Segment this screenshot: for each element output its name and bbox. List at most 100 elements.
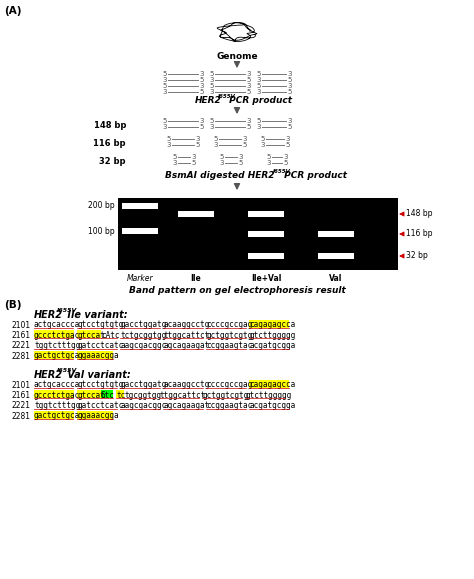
Text: 5: 5 — [246, 77, 250, 83]
Text: 5: 5 — [283, 160, 287, 166]
Text: 5: 5 — [199, 124, 203, 130]
Text: Marker: Marker — [127, 274, 153, 283]
Text: 3: 3 — [287, 83, 292, 89]
Bar — [318, 253, 354, 259]
Text: Ile: Ile — [191, 274, 201, 283]
Text: I655V: I655V — [57, 368, 77, 373]
Text: 5: 5 — [266, 154, 271, 160]
Text: 5: 5 — [238, 160, 242, 166]
Text: gacctggatg: gacctggatg — [120, 320, 166, 329]
Text: ccccgccgag: ccccgccgag — [206, 320, 253, 329]
Text: tggtctttgg: tggtctttgg — [34, 341, 80, 350]
Text: 116 bp: 116 bp — [406, 229, 432, 239]
Bar — [118, 198, 398, 270]
Text: 5: 5 — [199, 89, 203, 95]
Text: 3: 3 — [246, 71, 250, 77]
Bar — [122, 203, 158, 209]
Bar — [248, 253, 284, 259]
Text: Band pattern on gel electrophoresis result: Band pattern on gel electrophoresis resu… — [128, 286, 346, 295]
Text: gtccat: gtccat — [77, 390, 105, 400]
Text: 5: 5 — [256, 118, 261, 124]
Text: 3: 3 — [246, 118, 250, 124]
Text: 3: 3 — [256, 77, 261, 83]
Bar — [116, 390, 124, 398]
Text: 3: 3 — [195, 136, 200, 142]
Text: 2221: 2221 — [12, 401, 31, 411]
Text: 5: 5 — [287, 124, 292, 130]
Text: PCR product: PCR product — [281, 171, 347, 180]
Text: 5: 5 — [287, 77, 292, 83]
Text: 148 bp: 148 bp — [406, 210, 432, 218]
Bar — [249, 380, 289, 387]
Text: 5: 5 — [246, 124, 250, 130]
Text: (B): (B) — [4, 300, 21, 310]
Text: Ile variant:: Ile variant: — [64, 310, 128, 320]
Bar — [248, 231, 284, 237]
Bar — [249, 320, 289, 328]
Text: 3: 3 — [199, 71, 203, 77]
Text: 3: 3 — [242, 136, 246, 142]
Text: 3: 3 — [238, 154, 243, 160]
Text: gtccat: gtccat — [77, 331, 105, 339]
Text: I655V: I655V — [57, 308, 77, 313]
Text: tggtctttgg: tggtctttgg — [34, 401, 80, 410]
Text: 3: 3 — [166, 142, 171, 148]
Text: 3: 3 — [210, 124, 214, 130]
Text: 3: 3 — [213, 142, 218, 148]
Text: gtcctgtgtg: gtcctgtgtg — [77, 320, 123, 329]
Text: tgcggtgg: tgcggtgg — [124, 390, 161, 400]
Text: 5: 5 — [210, 118, 214, 124]
Text: 148 bp: 148 bp — [94, 120, 126, 130]
Text: 3: 3 — [285, 136, 290, 142]
Text: 3: 3 — [163, 124, 167, 130]
Text: 5: 5 — [163, 71, 167, 77]
Text: 5: 5 — [163, 118, 167, 124]
Text: gtcctgtgtg: gtcctgtgtg — [77, 380, 123, 389]
Text: gatcctcatc: gatcctcatc — [77, 401, 123, 410]
Text: gtcttggggg: gtcttggggg — [249, 331, 295, 339]
Text: ccggaagtac: ccggaagtac — [206, 401, 253, 410]
Text: 116 bp: 116 bp — [93, 138, 126, 148]
Text: 2161: 2161 — [12, 391, 31, 400]
Text: 5: 5 — [246, 89, 250, 95]
Text: 5: 5 — [256, 71, 261, 77]
Text: 5: 5 — [261, 136, 265, 142]
Text: 2101: 2101 — [12, 380, 31, 390]
Bar — [34, 411, 73, 419]
Bar — [248, 211, 284, 217]
Text: 3: 3 — [287, 71, 292, 77]
Text: actgcaccca: actgcaccca — [34, 320, 80, 329]
Text: gatcctcatc: gatcctcatc — [77, 341, 123, 350]
Text: 2161: 2161 — [12, 331, 31, 340]
Text: Val variant:: Val variant: — [64, 370, 131, 380]
Text: 3: 3 — [283, 154, 288, 160]
Text: 3: 3 — [219, 160, 224, 166]
Bar — [77, 411, 113, 419]
Bar — [100, 390, 113, 398]
Text: 3: 3 — [173, 160, 177, 166]
Text: 3: 3 — [261, 142, 265, 148]
Text: ggaaacgga: ggaaacgga — [77, 412, 118, 420]
Text: HER2: HER2 — [195, 96, 222, 105]
Text: 5: 5 — [287, 89, 292, 95]
Text: gctggtcgtg: gctggtcgtg — [206, 331, 253, 339]
Text: 2281: 2281 — [12, 412, 31, 421]
Text: 100 bp: 100 bp — [88, 226, 115, 236]
Text: aagcgacggc: aagcgacggc — [120, 341, 166, 350]
Text: 2221: 2221 — [12, 342, 31, 350]
Text: 5: 5 — [210, 83, 214, 89]
Text: gacctggatg: gacctggatg — [120, 380, 166, 389]
Text: gtcttggggg: gtcttggggg — [246, 390, 292, 400]
Text: HER2: HER2 — [34, 370, 63, 380]
Text: Val: Val — [329, 274, 343, 283]
Text: tctgcggtgg: tctgcggtgg — [120, 331, 166, 339]
Text: 3: 3 — [199, 83, 203, 89]
Text: 3: 3 — [256, 89, 261, 95]
Text: 5: 5 — [173, 154, 177, 160]
Text: 5: 5 — [195, 142, 200, 148]
Text: aagcgacggc: aagcgacggc — [120, 401, 166, 410]
Text: 5: 5 — [285, 142, 289, 148]
Text: ccggaagtac: ccggaagtac — [206, 341, 253, 350]
Text: BsmAI digested HER2: BsmAI digested HER2 — [165, 171, 274, 180]
Text: acgatgcgga: acgatgcgga — [249, 341, 295, 350]
